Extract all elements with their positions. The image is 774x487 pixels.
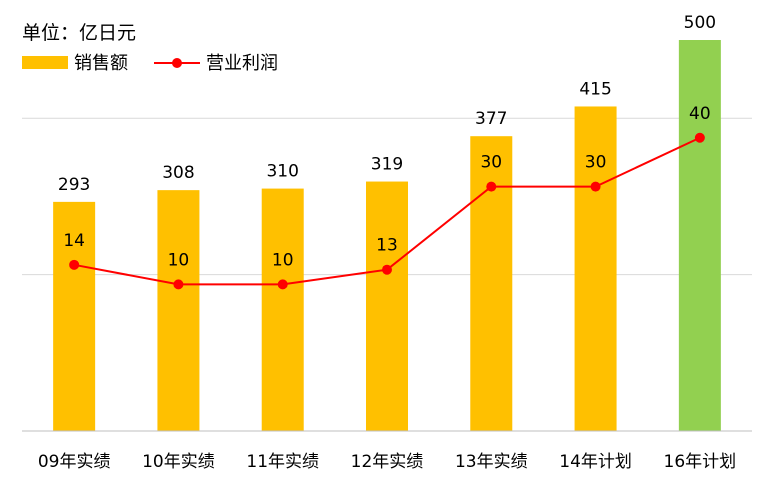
profit-value-label-4: 13 [376,236,398,256]
legend-bar-swatch [22,55,68,69]
bar-value-label-6: 415 [579,79,611,99]
profit-point-1 [69,259,80,270]
bar-5 [470,136,513,431]
profit-value-label-7: 40 [689,104,711,124]
bar-7 [678,40,721,431]
legend-bar-label: 销售额 [74,53,128,74]
profit-point-6 [590,181,601,192]
profit-value-label-5: 30 [480,153,502,173]
profit-value-label-6: 30 [585,153,607,173]
profit-point-7 [694,132,705,143]
category-label-1: 09年实绩 [38,452,111,472]
bar-value-label-2: 308 [162,163,194,183]
bar-4 [366,181,408,431]
legend-line-swatch [154,56,200,69]
unit-label: 单位：亿日元 [22,22,137,44]
category-label-4: 12年实绩 [351,452,424,472]
category-label-6: 14年计划 [559,452,632,472]
profit-value-label-1: 14 [63,231,85,251]
profit-point-5 [486,181,497,192]
bar-6 [574,106,617,431]
legend: 销售额 营业利润 [22,51,278,74]
profit-value-label-3: 10 [272,250,294,270]
legend-line-label: 营业利润 [206,53,278,74]
bar-value-label-3: 310 [266,162,298,182]
bar-value-label-4: 319 [371,155,403,175]
category-label-7: 16年计划 [664,452,737,472]
profit-point-3 [277,279,288,290]
category-label-2: 10年实绩 [142,452,215,472]
profit-point-2 [173,279,184,290]
category-label-3: 11年实绩 [246,452,319,472]
bar-1 [53,201,96,431]
bar-value-label-1: 293 [58,175,90,195]
profit-point-4 [382,264,392,275]
bar-2 [157,190,200,431]
profit-value-label-2: 10 [168,250,190,270]
bar-3 [261,188,304,431]
category-label-5: 13年实绩 [455,452,528,472]
bar-value-label-7: 500 [684,13,716,33]
bar-value-label-5: 377 [475,109,507,129]
